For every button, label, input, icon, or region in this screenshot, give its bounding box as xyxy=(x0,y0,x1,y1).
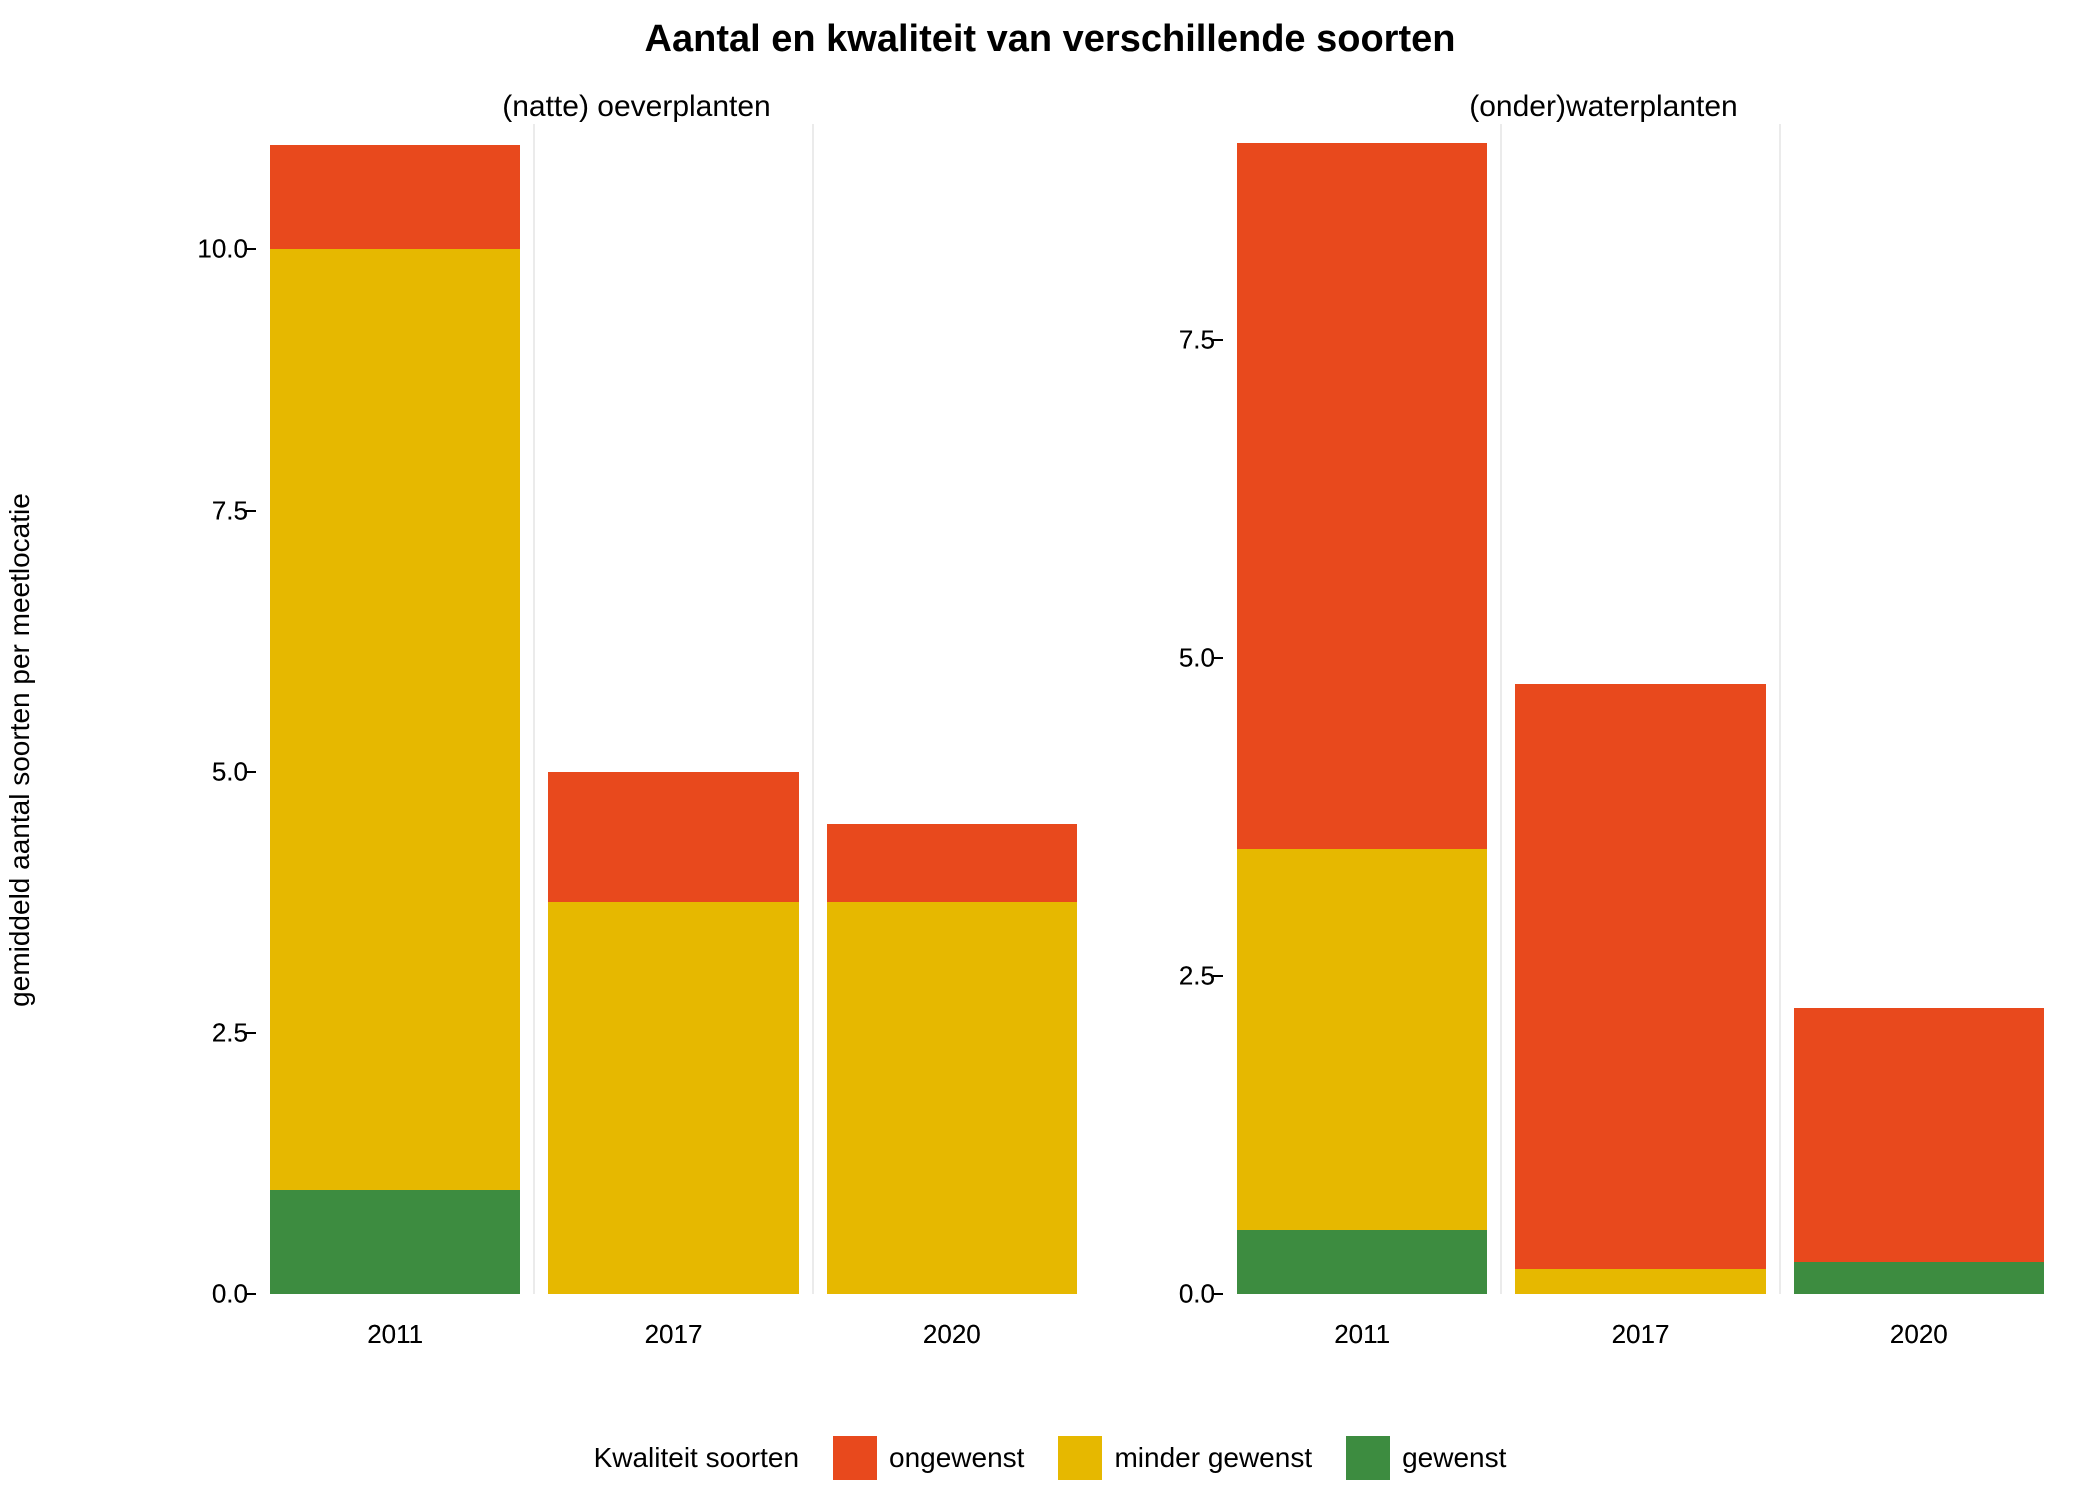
legend-label-minder-gewenst: minder gewenst xyxy=(1114,1442,1312,1474)
legend-label-gewenst: gewenst xyxy=(1402,1442,1506,1474)
bar-segment-gewenst xyxy=(1794,1262,2045,1294)
y-tick-label: 0.0 xyxy=(1137,1279,1215,1310)
y-axis-label: gemiddeld aantal soorten per meetlocatie xyxy=(4,493,36,1007)
legend-swatch-minder-gewenst xyxy=(1058,1436,1102,1480)
y-tick-label: 10.0 xyxy=(170,234,248,265)
y-tick-label: 2.5 xyxy=(170,1017,248,1048)
y-tick-mark xyxy=(246,248,256,250)
bar-segment-minder_gewenst xyxy=(827,902,1078,1294)
bar-segment-ongewenst xyxy=(827,824,1078,902)
bar-segment-minder_gewenst xyxy=(1515,1269,1766,1294)
bar-segment-ongewenst xyxy=(270,145,521,249)
y-tick-label: 2.5 xyxy=(1137,961,1215,992)
bar-segment-minder_gewenst xyxy=(548,902,799,1294)
x-tick-label: 2020 xyxy=(1890,1319,1948,1350)
x-tick-label: 2011 xyxy=(1334,1319,1390,1350)
y-tick-mark xyxy=(246,1032,256,1034)
y-tick-mark xyxy=(1213,1293,1223,1295)
legend-label-ongewenst: ongewenst xyxy=(889,1442,1024,1474)
gridline xyxy=(812,124,814,1294)
figure: Aantal en kwaliteit van verschillende so… xyxy=(0,0,2100,1500)
gridline xyxy=(1500,124,1502,1294)
legend: Kwaliteit soorten ongewenst minder gewen… xyxy=(0,1436,2100,1480)
y-tick-mark xyxy=(246,1293,256,1295)
x-tick-label: 2017 xyxy=(1612,1319,1670,1350)
x-tick-label: 2011 xyxy=(367,1319,423,1350)
legend-title: Kwaliteit soorten xyxy=(594,1442,799,1474)
legend-swatch-gewenst xyxy=(1346,1436,1390,1480)
y-tick-label: 7.5 xyxy=(1137,325,1215,356)
x-tick-label: 2017 xyxy=(645,1319,703,1350)
legend-swatch-ongewenst xyxy=(833,1436,877,1480)
y-tick-mark xyxy=(246,771,256,773)
legend-item-gewenst: gewenst xyxy=(1346,1436,1506,1480)
panel-oeverplanten: (natte) oeverplanten 0.0 2.5 5.0 7.5 10.0 201… xyxy=(170,90,1103,1350)
axis-box-left: 0.02.55.07.510.02011201720200.02.55.07.5… xyxy=(170,124,1103,1350)
bar-segment-gewenst xyxy=(1237,1230,1488,1294)
y-tick-label: 0.0 xyxy=(170,1279,248,1310)
bar-segment-gewenst xyxy=(270,1190,521,1294)
axis-box-right: 0.02.55.07.52011201720200.02.55.07.52011… xyxy=(1137,124,2070,1350)
bar-segment-ongewenst xyxy=(1794,1008,2045,1262)
bar-segment-ongewenst xyxy=(1515,684,1766,1269)
legend-item-ongewenst: ongewenst xyxy=(833,1436,1024,1480)
gridline xyxy=(533,124,535,1294)
y-tick-label: 7.5 xyxy=(170,495,248,526)
panel-row: (natte) oeverplanten 0.0 2.5 5.0 7.5 10.0 201… xyxy=(170,90,2070,1350)
panel-title-oeverplanten: (natte) oeverplanten xyxy=(170,90,1103,124)
plot-area-left xyxy=(256,124,1091,1294)
y-tick-label: 5.0 xyxy=(170,756,248,787)
y-tick-mark xyxy=(1213,657,1223,659)
gridline xyxy=(1779,124,1781,1294)
y-tick-label: 5.0 xyxy=(1137,643,1215,674)
y-tick-mark xyxy=(1213,975,1223,977)
bar-segment-minder_gewenst xyxy=(1237,849,1488,1231)
y-tick-mark xyxy=(1213,339,1223,341)
panel-waterplanten: (onder)waterplanten 0.0 2.5 5.0 7.5 2011 2017… xyxy=(1137,90,2070,1350)
bar-segment-ongewenst xyxy=(548,772,799,903)
panel-title-waterplanten: (onder)waterplanten xyxy=(1137,90,2070,124)
y-tick-mark xyxy=(246,510,256,512)
bar-segment-ongewenst xyxy=(1237,143,1488,849)
plot-area-right xyxy=(1223,124,2058,1294)
chart-main-title: Aantal en kwaliteit van verschillende so… xyxy=(0,18,2100,61)
bar-segment-minder_gewenst xyxy=(270,249,521,1189)
x-tick-label: 2020 xyxy=(923,1319,981,1350)
legend-item-minder-gewenst: minder gewenst xyxy=(1058,1436,1312,1480)
